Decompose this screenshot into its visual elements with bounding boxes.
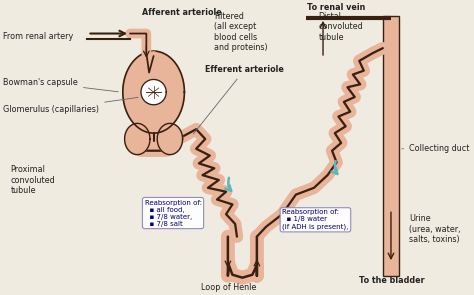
Text: To renal vein: To renal vein (307, 3, 365, 12)
Text: Bowman's capsule: Bowman's capsule (3, 78, 118, 92)
Polygon shape (125, 123, 150, 155)
Polygon shape (123, 51, 184, 133)
Text: Efferent arteriole: Efferent arteriole (193, 65, 284, 134)
Text: From renal artery: From renal artery (3, 32, 73, 41)
Text: Collecting duct: Collecting duct (402, 144, 469, 153)
Polygon shape (157, 123, 182, 155)
Text: Glomerulus (capillaries): Glomerulus (capillaries) (3, 97, 138, 114)
Text: Loop of Henle: Loop of Henle (201, 283, 256, 291)
Text: Reabsorption of:
  ▪ all food,
  ▪ 7/8 water,
  ▪ 7/8 salt: Reabsorption of: ▪ all food, ▪ 7/8 water… (145, 199, 201, 227)
Text: To the bladder: To the bladder (359, 276, 425, 286)
Text: Urine
(urea, water,
salts, toxins): Urine (urea, water, salts, toxins) (409, 214, 461, 244)
Bar (383, 16, 399, 276)
Text: Afferent arteriole: Afferent arteriole (142, 8, 221, 17)
Text: Distal
convoluted
tubule: Distal convoluted tubule (319, 12, 363, 42)
Text: Filtered
(all except
blood cells
and proteins): Filtered (all except blood cells and pro… (214, 12, 268, 52)
Text: Proximal
convoluted
tubule: Proximal convoluted tubule (10, 165, 55, 195)
Polygon shape (141, 79, 166, 105)
Text: Reabsorption of:
  ▪ 1/8 water
(if ADH is present),: Reabsorption of: ▪ 1/8 water (if ADH is … (282, 209, 348, 230)
